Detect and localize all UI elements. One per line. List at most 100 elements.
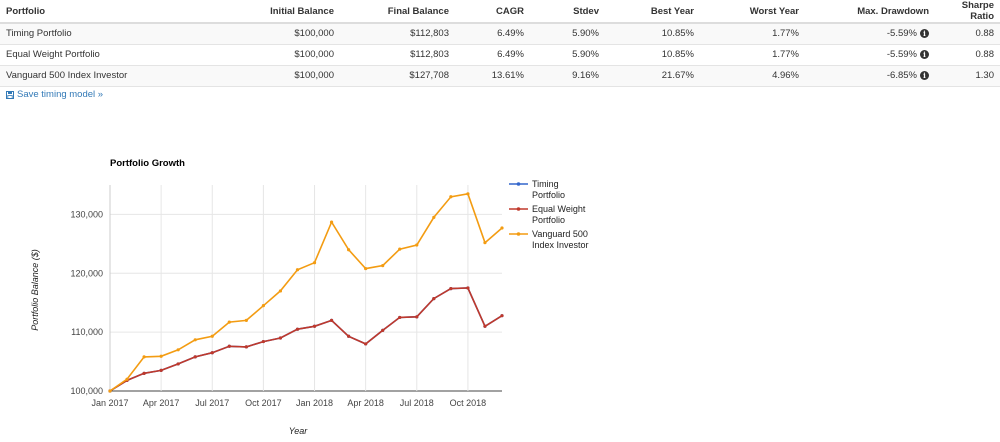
- header-final-balance[interactable]: Final Balance: [340, 0, 455, 24]
- header-worst-year[interactable]: Worst Year: [700, 0, 805, 24]
- data-point[interactable]: [483, 241, 487, 245]
- legend-marker: [516, 207, 521, 211]
- legend-item[interactable]: Equal Weight Portfolio: [509, 204, 586, 225]
- data-point[interactable]: [466, 286, 470, 290]
- info-circle-icon[interactable]: i: [920, 50, 929, 59]
- cell-best-year: 10.85%: [605, 23, 700, 45]
- data-point[interactable]: [449, 195, 453, 199]
- data-point[interactable]: [261, 304, 265, 308]
- data-point[interactable]: [227, 320, 231, 324]
- data-point[interactable]: [415, 243, 419, 247]
- cell-sharpe-ratio: 0.88: [935, 44, 1000, 66]
- header-portfolio[interactable]: Portfolio: [0, 0, 180, 24]
- x-tick-label: Jan 2017: [91, 398, 128, 408]
- data-point[interactable]: [381, 264, 385, 268]
- data-point[interactable]: [347, 248, 351, 252]
- x-tick-label: Jul 2018: [400, 398, 434, 408]
- legend-label: Timing Portfolio: [532, 179, 565, 200]
- y-tick-label: 100,000: [70, 386, 103, 396]
- data-point[interactable]: [278, 289, 283, 293]
- data-point[interactable]: [261, 339, 265, 344]
- cell-max-drawdown: -6.85% i: [805, 65, 935, 87]
- x-tick-label: Oct 2017: [245, 398, 282, 408]
- table-row: Vanguard 500 Index Investor $100,000 $12…: [0, 65, 1000, 87]
- data-point[interactable]: [483, 324, 487, 328]
- data-point[interactable]: [466, 192, 470, 196]
- cell-best-year: 10.85%: [605, 44, 700, 66]
- data-point[interactable]: [347, 334, 351, 338]
- cell-portfolio: Timing Portfolio: [0, 23, 180, 45]
- data-point[interactable]: [176, 362, 180, 366]
- data-point[interactable]: [142, 355, 146, 359]
- y-axis-ticks: 100,000 110,000 120,000 130,000: [70, 209, 103, 396]
- data-point[interactable]: [329, 318, 334, 322]
- data-point[interactable]: [329, 220, 334, 224]
- data-point[interactable]: [295, 268, 300, 272]
- header-initial-balance[interactable]: Initial Balance: [180, 0, 340, 24]
- cell-initial-balance: $100,000: [180, 44, 340, 66]
- data-point[interactable]: [244, 345, 248, 349]
- data-point[interactable]: [125, 377, 129, 381]
- cell-stdev: 9.16%: [530, 65, 605, 87]
- x-tick-label: Jul 2017: [195, 398, 229, 408]
- data-point[interactable]: [364, 266, 368, 271]
- info-circle-icon[interactable]: i: [920, 29, 929, 39]
- data-point[interactable]: [381, 328, 385, 332]
- cell-worst-year: 1.77%: [700, 23, 805, 45]
- cell-final-balance: $112,803: [340, 44, 455, 66]
- data-point[interactable]: [210, 334, 214, 338]
- y-tick-label: 120,000: [70, 268, 103, 278]
- chart-legend: Timing Portfolio Equal Weight Portfolio Vang…: [509, 179, 589, 250]
- data-point[interactable]: [415, 315, 419, 319]
- data-point[interactable]: [176, 348, 180, 352]
- data-point[interactable]: [278, 336, 283, 340]
- data-point[interactable]: [500, 226, 504, 230]
- data-point[interactable]: [108, 389, 112, 393]
- data-point[interactable]: [244, 318, 248, 322]
- data-point[interactable]: [312, 324, 317, 328]
- data-point[interactable]: [398, 247, 402, 251]
- data-point[interactable]: [159, 368, 163, 372]
- chart-title: Portfolio Growth: [110, 158, 185, 169]
- x-tick-label: Apr 2018: [347, 398, 384, 408]
- data-point[interactable]: [295, 327, 300, 331]
- drawdown-value: -6.85%: [886, 70, 917, 81]
- x-axis-title: Year: [289, 426, 309, 436]
- info-circle-icon[interactable]: i: [920, 71, 929, 80]
- cell-stdev: 5.90%: [530, 44, 605, 66]
- data-point[interactable]: [159, 354, 163, 358]
- x-axis-ticks: Jan 2017 Apr 2017 Jul 2017 Oct 2017 Jan 2018…: [91, 398, 486, 408]
- cell-max-drawdown: -5.59% i: [805, 44, 935, 66]
- series-line: [109, 192, 503, 392]
- cell-stdev: 5.90%: [530, 23, 605, 45]
- data-point[interactable]: [227, 344, 231, 348]
- data-point[interactable]: [432, 215, 436, 219]
- data-point[interactable]: [500, 314, 504, 318]
- legend-item[interactable]: Vanguard 500 Index Investor: [509, 229, 589, 250]
- series-line: [109, 287, 503, 392]
- save-timing-model-link[interactable]: Save timing model »: [6, 89, 103, 100]
- header-max-drawdown[interactable]: Max. Drawdown: [805, 0, 935, 24]
- chart-grid: [109, 185, 502, 392]
- legend-item[interactable]: Timing Portfolio: [509, 179, 565, 200]
- data-point[interactable]: [142, 371, 146, 375]
- series-line: [109, 287, 503, 392]
- data-point[interactable]: [193, 338, 197, 342]
- data-point[interactable]: [312, 261, 317, 265]
- data-point[interactable]: [193, 355, 197, 359]
- y-tick-label: 110,000: [71, 327, 103, 337]
- floppy-disk-icon: [6, 90, 14, 99]
- data-point[interactable]: [364, 342, 368, 346]
- data-point[interactable]: [210, 351, 214, 355]
- legend-label: Vanguard 500 Index Investor: [532, 229, 589, 250]
- data-point[interactable]: [398, 315, 402, 320]
- header-sharpe-ratio[interactable]: Sharpe Ratio: [935, 0, 1000, 24]
- header-best-year[interactable]: Best Year: [605, 0, 700, 24]
- x-tick-label: Jan 2018: [296, 398, 333, 408]
- cell-cagr: 13.61%: [455, 65, 530, 87]
- header-cagr[interactable]: CAGR: [455, 0, 530, 24]
- data-point[interactable]: [432, 296, 436, 301]
- data-point[interactable]: [449, 286, 453, 291]
- header-stdev[interactable]: Stdev: [530, 0, 605, 24]
- cell-portfolio: Equal Weight Portfolio: [0, 44, 180, 66]
